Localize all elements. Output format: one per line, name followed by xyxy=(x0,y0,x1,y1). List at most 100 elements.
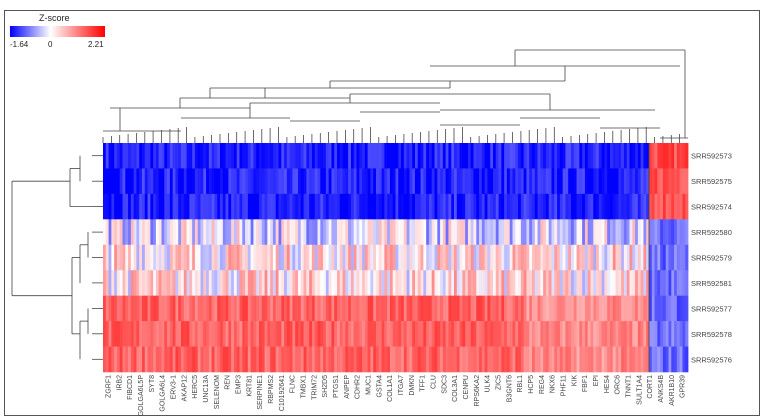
heat-cell xyxy=(323,219,327,246)
heat-cell xyxy=(231,219,235,246)
heat-cell xyxy=(320,193,324,220)
heat-cell xyxy=(618,244,622,271)
heat-cell xyxy=(222,168,226,195)
heat-cell xyxy=(518,143,522,169)
heat-cell xyxy=(676,270,681,296)
heat-cell xyxy=(657,346,661,373)
heat-cell xyxy=(512,143,516,169)
heat-cell xyxy=(314,270,318,296)
heat-cell xyxy=(590,168,594,195)
heat-cell xyxy=(440,193,444,220)
heat-cell xyxy=(640,321,644,347)
heat-cell xyxy=(668,168,672,195)
heat-cell xyxy=(649,219,653,246)
heat-cell xyxy=(612,219,616,246)
heat-cell xyxy=(534,143,538,169)
column-label: CENPU xyxy=(463,375,470,400)
heat-cell xyxy=(428,346,433,373)
heat-cell xyxy=(506,346,511,373)
heat-cell xyxy=(328,168,332,195)
heat-cell xyxy=(412,244,416,271)
heat-cell xyxy=(130,168,135,195)
heat-cell xyxy=(373,346,377,373)
heat-cell xyxy=(125,219,129,246)
heat-cell xyxy=(186,143,190,169)
heat-cell xyxy=(384,270,388,296)
column-label: PHF11 xyxy=(560,375,567,396)
heat-cell xyxy=(270,143,274,169)
heat-cell xyxy=(362,143,366,169)
heat-cell xyxy=(242,346,246,373)
heat-cell xyxy=(242,193,246,220)
row-label: SRR592581 xyxy=(691,279,732,288)
heat-cell xyxy=(247,295,252,322)
heat-cell xyxy=(114,321,118,347)
heat-cell xyxy=(350,244,355,271)
heat-cell xyxy=(654,244,658,271)
heat-cell xyxy=(406,321,410,347)
column-label: ZGRF1 xyxy=(105,375,112,398)
heat-cell xyxy=(476,270,480,296)
heat-cell xyxy=(506,168,511,195)
heat-cell xyxy=(543,295,547,322)
heat-cell xyxy=(440,143,444,169)
heat-cell xyxy=(520,321,525,347)
heat-cell xyxy=(314,219,318,246)
heat-cell xyxy=(504,168,508,195)
heat-cell xyxy=(584,193,589,220)
heat-cell xyxy=(459,219,463,246)
heat-cell xyxy=(261,346,265,373)
heat-cell xyxy=(643,219,647,246)
heat-cell xyxy=(431,270,435,296)
heat-cell xyxy=(540,143,544,169)
heat-cell xyxy=(275,244,279,271)
heat-cell xyxy=(233,244,238,271)
heat-cell xyxy=(626,321,630,347)
heat-cell xyxy=(610,193,614,220)
heat-cell xyxy=(604,321,608,347)
heat-cell xyxy=(545,244,550,271)
heat-cell xyxy=(181,244,185,271)
heat-cell xyxy=(181,168,185,195)
heat-cell xyxy=(103,193,107,220)
heat-cell xyxy=(133,143,137,169)
heat-cell xyxy=(108,193,112,220)
heat-cell xyxy=(242,295,246,322)
heat-cell xyxy=(428,270,433,296)
heat-cell xyxy=(356,143,360,169)
heat-cell xyxy=(133,193,137,220)
column-label: B3GNT6 xyxy=(506,375,513,402)
heat-cell xyxy=(434,321,438,347)
heat-cell xyxy=(317,321,321,347)
heat-cell xyxy=(250,219,254,246)
heat-cell xyxy=(584,219,589,246)
heat-cell xyxy=(573,143,577,169)
heat-cell xyxy=(214,295,218,322)
heat-cell xyxy=(228,244,232,271)
heat-cell xyxy=(401,143,405,169)
heat-cell xyxy=(387,346,391,373)
heat-cell xyxy=(448,295,452,322)
heat-cell xyxy=(225,295,229,322)
heat-cell xyxy=(415,168,419,195)
heat-cell xyxy=(676,321,681,347)
heat-cell xyxy=(646,219,650,246)
heat-cell xyxy=(493,244,497,271)
heat-cell xyxy=(309,244,313,271)
heat-cell xyxy=(356,168,360,195)
heat-cell xyxy=(537,143,541,169)
heat-cell xyxy=(554,295,558,322)
heat-cell xyxy=(643,295,647,322)
heat-cell xyxy=(339,168,343,195)
heat-cell xyxy=(637,193,642,220)
heat-cell xyxy=(348,244,352,271)
heat-cell xyxy=(259,193,263,220)
heat-cell xyxy=(565,244,569,271)
heat-cell xyxy=(309,168,313,195)
heat-cell xyxy=(211,295,215,322)
heat-cell xyxy=(484,270,488,296)
heat-cell xyxy=(389,193,394,220)
heat-cell xyxy=(571,295,575,322)
heat-cell xyxy=(495,321,499,347)
heat-cell xyxy=(660,295,664,322)
